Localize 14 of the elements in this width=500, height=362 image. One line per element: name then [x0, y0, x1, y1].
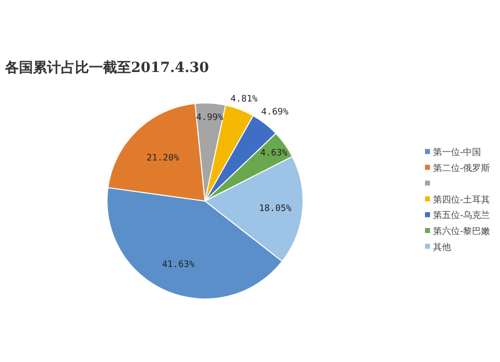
data-label: 18.05% [258, 204, 292, 214]
legend-label: 第二位-俄罗斯 [433, 162, 490, 174]
data-label: 21.20% [146, 153, 180, 164]
legend-label: 其他 [433, 242, 451, 253]
data-label: 4.99% [196, 112, 224, 123]
legend-label: 第五位-乌克兰 [433, 210, 490, 222]
legend-label: 第四位-土耳其 [433, 194, 490, 206]
chart-title: 各国累计占比一截至2017.4.30 [4, 60, 210, 76]
legend-label: 第六位-黎巴嫩 [433, 226, 490, 237]
data-label: 4.63% [260, 148, 288, 158]
data-label: 4.81% [230, 94, 258, 104]
data-label: 4.69% [261, 107, 289, 118]
legend-label: 第一位-中国 [433, 147, 482, 158]
data-label: 41.63% [162, 260, 196, 270]
